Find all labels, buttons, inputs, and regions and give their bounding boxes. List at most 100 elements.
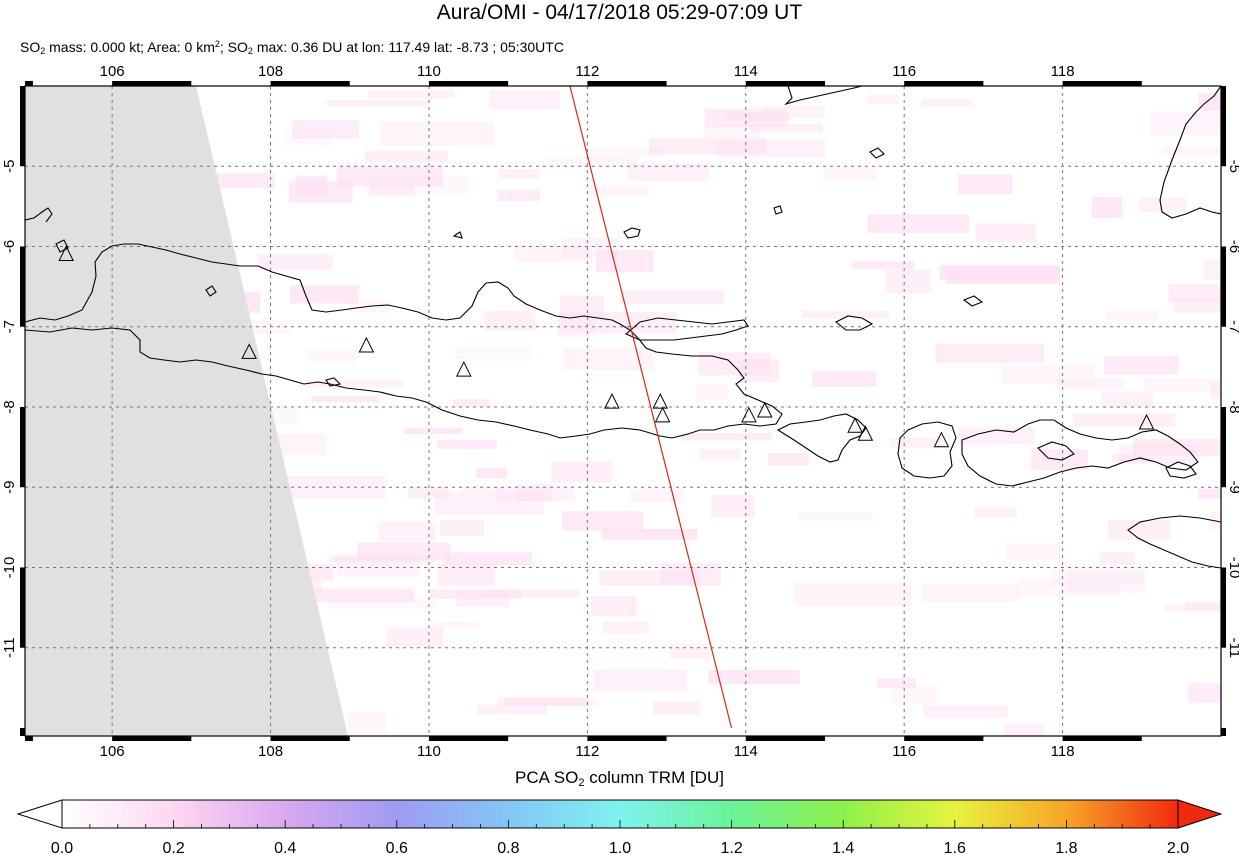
lon-tick-label: 108 bbox=[258, 743, 283, 760]
colorbar-high-extension bbox=[1177, 799, 1223, 829]
so2-pixel bbox=[1168, 284, 1221, 303]
volcano-markers bbox=[58, 245, 1155, 448]
subtitle-mass-text: mass: 0.000 kt; Area: 0 km bbox=[45, 39, 215, 55]
so2-pixel bbox=[495, 486, 575, 502]
colorbar-tick-label: 2.0 bbox=[1167, 840, 1189, 855]
lat-tick-label: -9 bbox=[1, 481, 18, 494]
colorbar-title: PCA SO2 column TRM [DU] bbox=[0, 768, 1239, 789]
so2-pixel bbox=[369, 185, 415, 196]
so2-pixel bbox=[327, 597, 439, 609]
triangle-icon bbox=[857, 425, 874, 441]
so2-pixel bbox=[794, 583, 912, 606]
so2-pixel bbox=[476, 468, 507, 479]
island-sumatra-tip bbox=[25, 207, 53, 223]
frame-bar bbox=[20, 567, 25, 648]
island-borneo-coast bbox=[1159, 86, 1221, 219]
so2-pixel bbox=[890, 684, 937, 705]
triangle-icon bbox=[756, 401, 773, 418]
lon-tick-label: 110 bbox=[417, 63, 441, 80]
lat-tick-label: -10 bbox=[1226, 557, 1239, 579]
island-small-3 bbox=[773, 205, 783, 215]
so2-pixel bbox=[798, 513, 873, 521]
map-title: Aura/OMI - 04/17/2018 05:29-07:09 UT bbox=[436, 1, 803, 24]
so2-pixel bbox=[1101, 391, 1153, 409]
island-small-8 bbox=[1165, 461, 1197, 479]
frame-bar bbox=[112, 736, 192, 741]
so2-pixel bbox=[885, 269, 931, 294]
subtitle-so2-label: SO bbox=[20, 39, 41, 55]
lat-tick-label: -6 bbox=[1, 240, 18, 253]
island-small-1 bbox=[205, 285, 217, 297]
lat-tick-label: -8 bbox=[1, 400, 18, 413]
frame-bar bbox=[1221, 727, 1226, 736]
so2-pixel bbox=[477, 704, 548, 714]
so2-pixel bbox=[939, 265, 1059, 280]
colorbar-tick-label: 1.8 bbox=[1055, 840, 1077, 855]
so2-pixel bbox=[306, 349, 357, 363]
frame-bar bbox=[428, 736, 509, 741]
so2-pixel bbox=[653, 701, 701, 716]
so2-pixel bbox=[284, 133, 332, 146]
triangle-icon bbox=[654, 406, 671, 423]
so2-pixel bbox=[935, 343, 1045, 363]
colorbar-title-post: column TRM [DU] bbox=[584, 768, 724, 787]
colorbar-tick-label: 0.2 bbox=[162, 840, 184, 855]
triangle-icon bbox=[241, 343, 257, 359]
so2-pixel bbox=[516, 483, 552, 502]
island-borneo-north bbox=[784, 86, 863, 106]
island-lombok bbox=[897, 421, 957, 479]
so2-pixel bbox=[696, 383, 728, 401]
lat-tick-label: -6 bbox=[1226, 240, 1239, 253]
subtitle-sup: 2 bbox=[214, 39, 220, 49]
colorbar-tick-label: 1.6 bbox=[944, 840, 966, 855]
so2-pixel bbox=[587, 147, 665, 159]
so2-pixel bbox=[868, 214, 969, 233]
so2-pixel bbox=[1051, 568, 1144, 585]
so2-pixel bbox=[1103, 356, 1179, 375]
so2-pixel bbox=[504, 697, 589, 706]
so2-pixel bbox=[585, 185, 649, 196]
frame-bar bbox=[428, 81, 509, 86]
so2-pixel bbox=[452, 399, 489, 408]
so2-pixel bbox=[1198, 93, 1221, 111]
so2-pixel bbox=[1198, 488, 1221, 499]
so2-pixel bbox=[1003, 724, 1044, 736]
so2-pixel bbox=[561, 511, 644, 531]
so2-pixel bbox=[364, 150, 448, 163]
so2-pixel bbox=[1203, 259, 1221, 280]
lon-tick-label: 108 bbox=[258, 63, 283, 80]
so2-pixel bbox=[975, 223, 1037, 243]
so2-pixel bbox=[378, 521, 436, 542]
so2-pixel bbox=[1187, 683, 1221, 703]
so2-pixel bbox=[802, 310, 889, 319]
so2-pixel bbox=[1139, 197, 1186, 213]
lat-tick-label: -9 bbox=[1226, 481, 1239, 494]
so2-pixel bbox=[704, 108, 786, 128]
so2-pixel bbox=[877, 678, 916, 688]
frame-bar bbox=[20, 727, 25, 736]
so2-pixel bbox=[957, 174, 1013, 195]
so2-pixel bbox=[889, 437, 941, 449]
so2-pixel bbox=[563, 348, 653, 371]
so2-pixel bbox=[439, 520, 484, 537]
so2-pixel bbox=[404, 427, 463, 435]
frame-bar bbox=[1221, 246, 1226, 327]
lon-tick-label: 112 bbox=[575, 63, 599, 80]
so2-pixel bbox=[958, 427, 1036, 445]
so2-pixel bbox=[280, 475, 386, 500]
so2-pixel bbox=[698, 352, 771, 376]
frame-bar bbox=[20, 406, 25, 488]
frame-bar bbox=[587, 736, 667, 741]
subtitle-so2-max-label: ; SO bbox=[219, 39, 248, 55]
lon-tick-label: 116 bbox=[892, 743, 916, 760]
so2-pixel bbox=[708, 670, 800, 685]
map-grid bbox=[25, 86, 1221, 736]
island-small-4 bbox=[452, 231, 463, 239]
colorbar-tick-label: 0.0 bbox=[51, 840, 73, 855]
so2-pixel bbox=[923, 705, 1008, 718]
triangle-icon bbox=[604, 393, 620, 409]
so2-pixel bbox=[367, 90, 455, 99]
lon-tick-label: 112 bbox=[575, 743, 599, 760]
so2-pixel bbox=[444, 552, 532, 566]
so2-pixel bbox=[1210, 382, 1221, 399]
